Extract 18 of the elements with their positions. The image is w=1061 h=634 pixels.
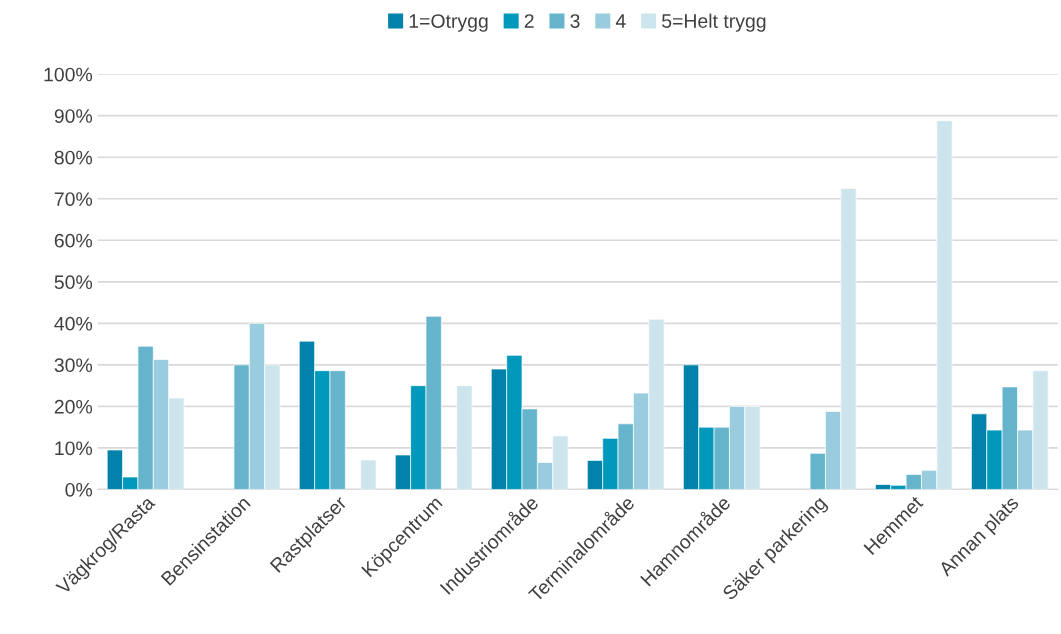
y-tick-label: 30% [54, 358, 93, 373]
y-tick-label: 0% [65, 482, 93, 497]
y-tick-label: 50% [54, 275, 93, 290]
y-tick-label: 90% [54, 109, 93, 123]
legend-label: 5=Helt trygg [662, 13, 766, 32]
legend-label: 1=Otrygg [409, 14, 488, 32]
legend-label: 2 [524, 14, 534, 28]
legend-label: 4 [615, 14, 626, 28]
y-tick-label: 70% [54, 192, 93, 206]
y-tick-label: 60% [54, 233, 93, 248]
y-tick-label: 20% [54, 399, 93, 414]
y-tick-label: 40% [54, 316, 93, 331]
y-tick-label: 80% [54, 150, 93, 165]
bar [456, 385, 473, 490]
y-tick-label: 100% [44, 67, 93, 82]
legend-label: 3 [570, 14, 580, 28]
bar [360, 459, 377, 490]
y-tick-label: 10% [55, 441, 93, 456]
